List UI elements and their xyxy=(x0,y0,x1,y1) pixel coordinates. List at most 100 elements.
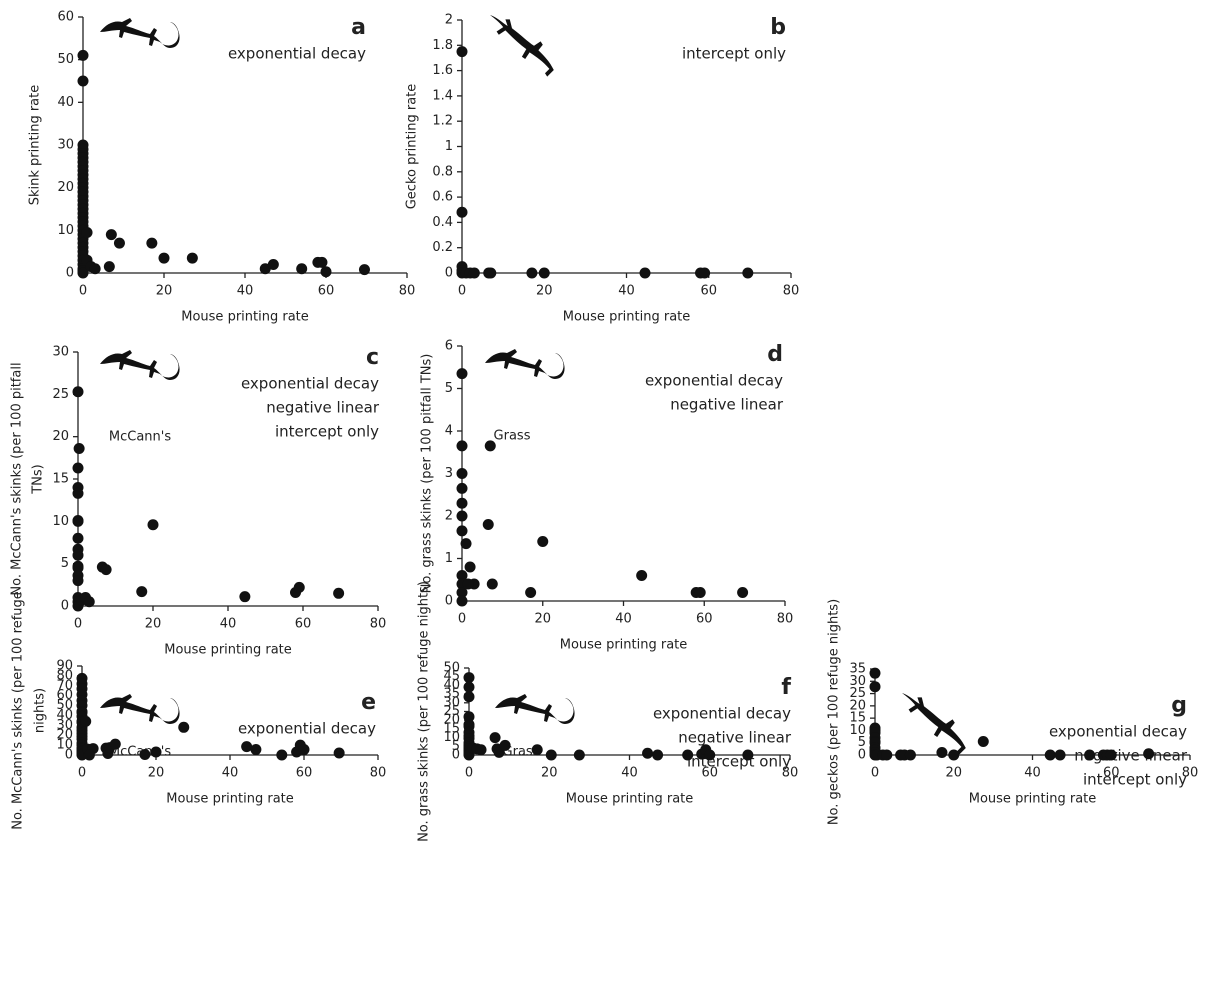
x-tick-label: 40 xyxy=(237,284,254,299)
panel-letter: e xyxy=(361,690,376,715)
x-axis-label: Mouse printing rate xyxy=(164,643,292,658)
data-point xyxy=(463,681,475,693)
y-tick-label: 5 xyxy=(61,556,69,571)
y-axis-label: No. McCann's skinks (per 100 refuge xyxy=(11,591,26,830)
x-tick-label: 80 xyxy=(777,612,794,627)
y-tick-label: 0.4 xyxy=(432,215,453,230)
x-tick-label: 0 xyxy=(74,617,82,632)
y-tick-label: 50 xyxy=(57,52,74,67)
y-tick-label: 50 xyxy=(56,698,73,713)
x-tick-label: 60 xyxy=(701,766,718,781)
y-axis-label: Skink printing rate xyxy=(28,85,43,205)
data-point xyxy=(83,596,95,608)
y-tick-label: 0 xyxy=(445,266,453,281)
x-tick-label: 0 xyxy=(79,284,87,299)
data-point xyxy=(486,578,498,590)
y-tick-label: 1 xyxy=(445,139,453,154)
x-tick-label: 60 xyxy=(700,284,717,299)
data-point xyxy=(484,440,496,452)
y-tick-label: 6 xyxy=(445,339,453,354)
y-tick-label: 1 xyxy=(445,551,453,566)
data-point xyxy=(320,266,332,278)
y-tick-label: 30 xyxy=(57,138,74,153)
x-tick-label: 80 xyxy=(1182,766,1199,781)
data-point xyxy=(742,749,754,761)
data-point xyxy=(296,263,308,275)
y-tick-label: 0 xyxy=(858,748,866,763)
data-point xyxy=(456,46,468,58)
y-tick-label: 10 xyxy=(443,730,460,745)
x-axis-label: Mouse printing rate xyxy=(563,310,691,325)
data-point xyxy=(80,715,92,727)
data-point xyxy=(72,515,84,527)
y-tick-label: 60 xyxy=(57,10,74,25)
data-point xyxy=(456,587,468,598)
data-point xyxy=(948,749,960,761)
y-axis-label: No. geckos (per 100 refuge nights) xyxy=(827,599,842,825)
y-tick-label: 0 xyxy=(452,748,460,763)
data-point xyxy=(694,587,706,598)
data-point xyxy=(977,735,989,747)
data-point xyxy=(147,519,159,531)
data-point xyxy=(139,749,151,761)
y-tick-label: 0.8 xyxy=(432,164,453,179)
data-point xyxy=(742,267,754,279)
data-point xyxy=(537,536,549,547)
y-tick-label: 5 xyxy=(452,739,460,754)
x-tick-label: 20 xyxy=(541,766,558,781)
x-axis-label: Mouse printing rate xyxy=(566,792,694,807)
data-point xyxy=(293,581,305,593)
model-annotation: intercept only xyxy=(275,423,379,441)
y-tick-label: 70 xyxy=(56,678,73,693)
data-point xyxy=(72,562,84,574)
y-tick-label: 20 xyxy=(52,429,69,444)
data-point xyxy=(146,237,158,249)
panel-letter: b xyxy=(770,15,786,40)
data-point xyxy=(881,749,893,761)
model-annotation: negative linear xyxy=(670,396,784,414)
y-tick-label: 50 xyxy=(443,661,460,676)
y-tick-label: 45 xyxy=(443,669,460,684)
data-point xyxy=(463,691,475,703)
y-tick-label: 20 xyxy=(849,698,866,713)
data-point xyxy=(531,744,543,756)
data-point xyxy=(81,226,93,238)
data-point xyxy=(475,744,487,756)
y-tick-label: 1.2 xyxy=(432,114,453,129)
y-tick-label: 30 xyxy=(849,674,866,689)
y-tick-label: 15 xyxy=(849,711,866,726)
data-point xyxy=(77,267,89,279)
model-annotation: intercept only xyxy=(682,45,786,63)
x-axis-label: Mouse printing rate xyxy=(560,638,688,653)
y-tick-label: 2 xyxy=(445,13,453,28)
data-point xyxy=(682,749,694,761)
x-tick-label: 0 xyxy=(458,612,466,627)
y-tick-label: 3 xyxy=(445,466,453,481)
model-annotation: exponential decay xyxy=(241,375,379,393)
y-tick-label: 15 xyxy=(52,472,69,487)
y-tick-label: 5 xyxy=(445,381,453,396)
data-point xyxy=(241,741,253,753)
x-tick-label: 20 xyxy=(156,284,173,299)
data-point xyxy=(936,747,948,759)
data-point xyxy=(545,749,557,761)
data-point xyxy=(456,570,468,581)
data-point xyxy=(456,595,468,607)
data-point xyxy=(109,738,121,750)
data-point xyxy=(456,368,468,380)
y-tick-label: 0 xyxy=(65,748,73,763)
data-point xyxy=(72,532,84,544)
y-tick-label: 25 xyxy=(52,387,69,402)
data-point xyxy=(276,749,288,761)
y-axis-label: Gecko printing rate xyxy=(405,84,420,210)
model-annotation: exponential decay xyxy=(645,372,783,390)
y-tick-label: 30 xyxy=(443,695,460,710)
y-axis-label: TNs) xyxy=(31,464,46,495)
data-point xyxy=(72,575,84,587)
y-tick-label: 0.2 xyxy=(432,240,453,255)
model-annotation: negative linear xyxy=(266,399,380,417)
data-point xyxy=(456,497,468,509)
data-point xyxy=(464,561,476,573)
data-point xyxy=(1105,749,1117,761)
x-tick-label: 80 xyxy=(783,284,800,299)
